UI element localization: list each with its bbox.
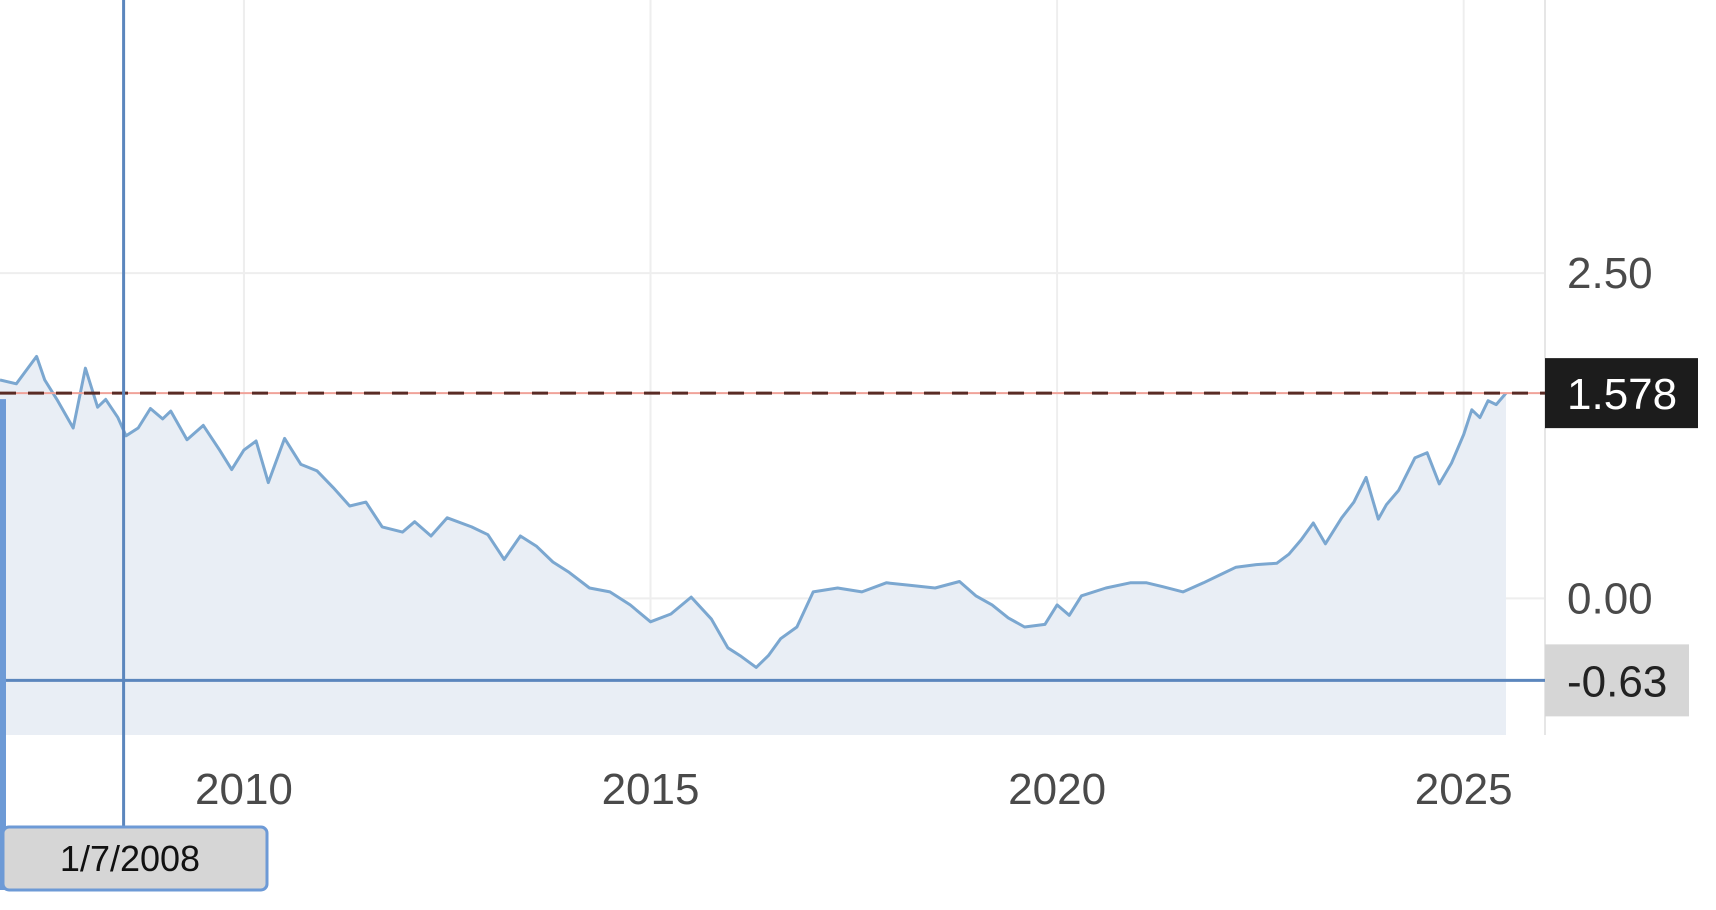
series-area (0, 356, 1506, 735)
x-tick-label: 2015 (602, 765, 700, 814)
crosshair-date-label: 1/7/2008 (60, 838, 200, 879)
last-value-label: 1.578 (1567, 370, 1677, 419)
y-tick-label: 2.50 (1567, 249, 1653, 298)
crosshair-value-label: -0.63 (1567, 657, 1667, 706)
crosshair-group (0, 0, 1545, 890)
x-tick-label: 2020 (1008, 765, 1106, 814)
x-tick-label: 2010 (195, 765, 293, 814)
y-tick-label: 0.00 (1567, 574, 1653, 623)
x-tick-label: 2025 (1415, 765, 1513, 814)
last-value-badge (1545, 358, 1698, 429)
x-axis-ticks: 2010 2015 2020 2025 (195, 765, 1513, 814)
line-series (0, 354, 1508, 669)
series-line (0, 354, 1508, 669)
area-series (0, 356, 1506, 735)
crosshair-value-badge (1545, 644, 1689, 717)
crosshair-date-badge (1, 825, 269, 892)
y-axis-ticks: 2.50 0.00 (1567, 249, 1653, 623)
